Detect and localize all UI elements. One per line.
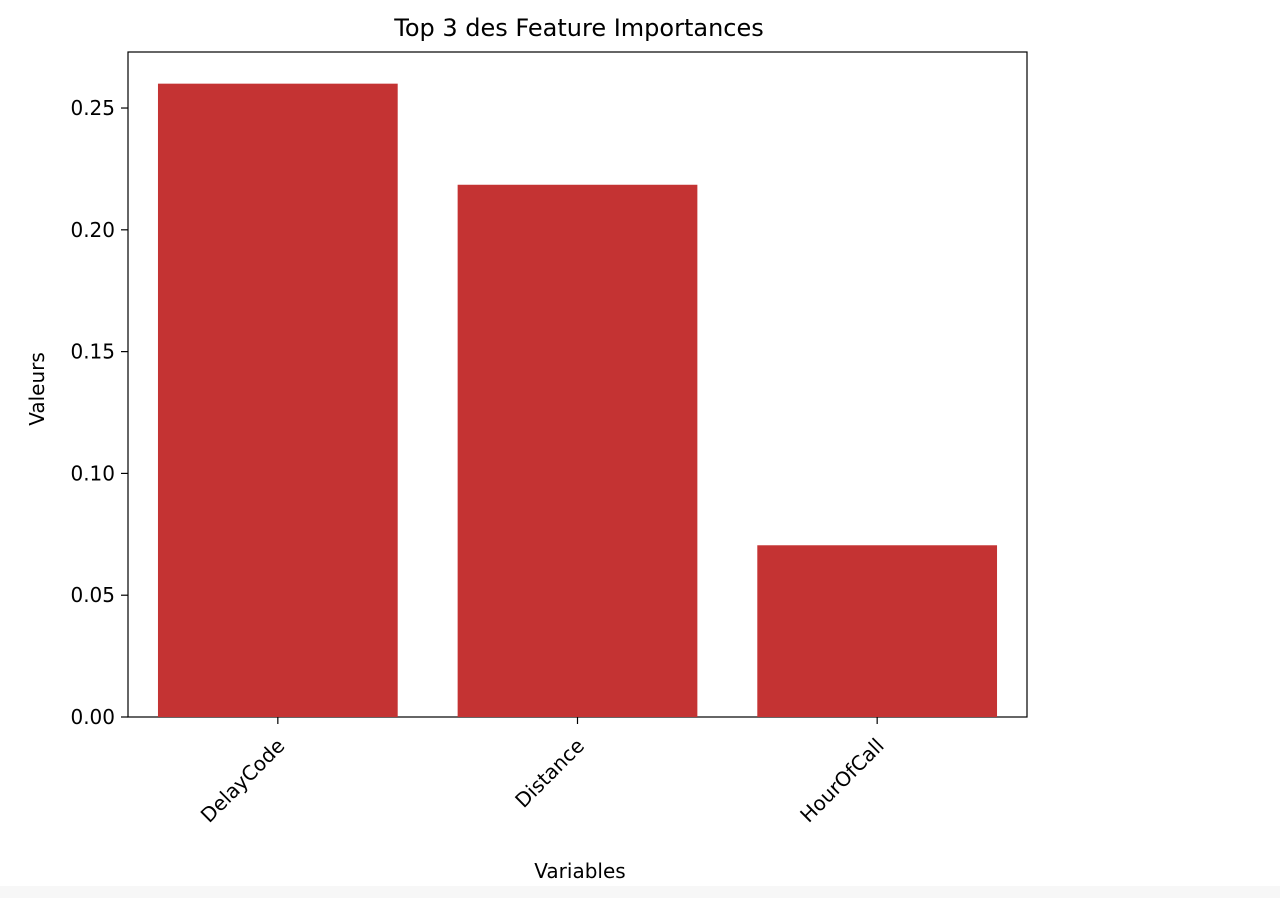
bars-group — [157, 83, 998, 717]
y-tick-label: 0.20 — [70, 218, 115, 242]
footer-strip — [0, 886, 1280, 898]
x-axis-label: Variables — [534, 859, 625, 883]
x-tick-label: Distance — [510, 734, 589, 813]
bar-DelayCode — [157, 83, 398, 717]
y-axis-label: Valeurs — [25, 352, 49, 426]
x-axis: DelayCode Distance HourOfCall — [196, 717, 889, 827]
y-tick-label: 0.25 — [70, 96, 115, 120]
bar-Distance — [457, 184, 698, 717]
y-tick-label: 0.10 — [70, 461, 115, 485]
x-tick-label: DelayCode — [196, 734, 290, 828]
y-axis: 0.00 0.05 0.10 0.15 0.20 0.25 — [70, 96, 128, 729]
y-tick-label: 0.05 — [70, 583, 115, 607]
y-tick-label: 0.00 — [70, 705, 115, 729]
chart-title: Top 3 des Feature Importances — [393, 14, 764, 42]
x-tick-label: HourOfCall — [795, 734, 889, 828]
y-tick-label: 0.15 — [70, 340, 115, 364]
bar-HourOfCall — [757, 545, 998, 717]
